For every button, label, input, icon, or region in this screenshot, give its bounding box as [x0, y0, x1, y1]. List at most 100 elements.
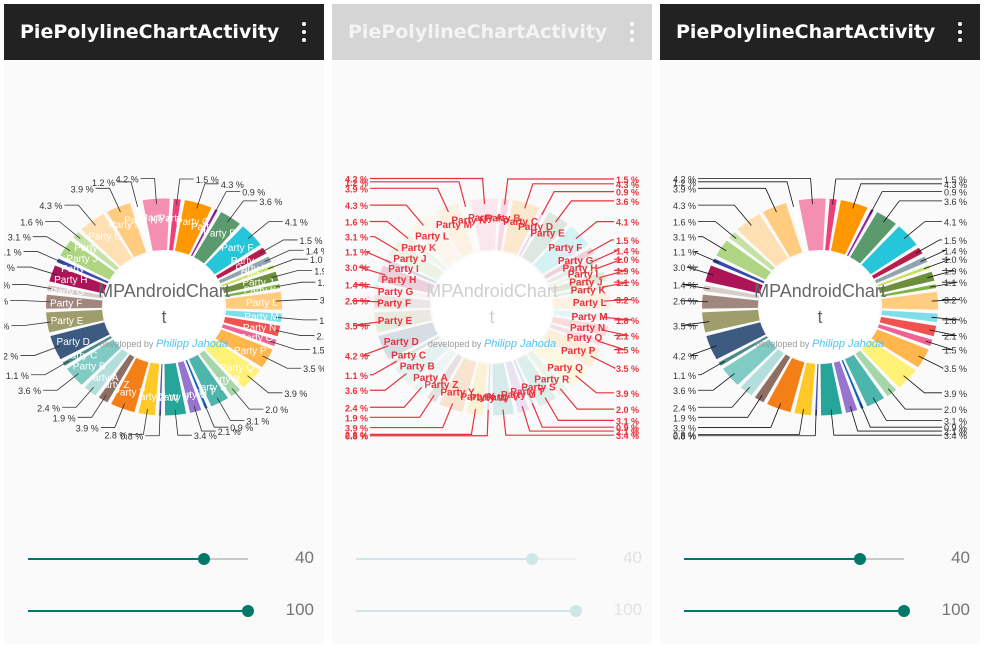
pie-slice[interactable] [527, 350, 569, 397]
pie-slice[interactable] [877, 324, 933, 346]
pie-slice[interactable] [466, 362, 488, 416]
pie-slice[interactable] [533, 340, 588, 388]
pie-slice[interactable] [81, 213, 133, 267]
pie-slice[interactable] [844, 354, 885, 407]
pie-slice[interactable] [412, 349, 456, 396]
pie-slice[interactable] [194, 212, 240, 264]
pie-slice[interactable] [46, 309, 104, 333]
pie-slice[interactable] [98, 354, 135, 403]
pie-slice[interactable] [553, 310, 610, 323]
pie-slice[interactable] [374, 309, 432, 333]
pie-slice[interactable] [159, 363, 163, 416]
pie-slice[interactable] [188, 354, 229, 407]
pie-slice[interactable] [84, 349, 128, 396]
slider-x[interactable] [684, 544, 904, 574]
pie-slice[interactable] [378, 322, 438, 360]
pie-slice[interactable] [390, 336, 440, 366]
pie-slice[interactable] [789, 200, 807, 252]
pie-slice[interactable] [706, 322, 766, 360]
pie-slice[interactable] [169, 198, 181, 251]
pie-slice[interactable] [223, 316, 281, 337]
pie-slice[interactable] [49, 265, 107, 294]
pie-slice[interactable] [395, 339, 449, 385]
pie-slice[interactable] [846, 209, 874, 257]
pie-slice[interactable] [439, 357, 477, 413]
pie-slice[interactable] [703, 285, 760, 299]
pie-chart[interactable]: 4.2 % 1.5 %4.3 %0.9 %3.6 %4.1 %1.5 %1.4 %… [660, 60, 980, 530]
pie-slice[interactable] [830, 200, 868, 255]
pie-slice[interactable] [546, 256, 600, 284]
pie-slice[interactable] [881, 291, 938, 310]
pie-slice[interactable] [199, 350, 241, 397]
pie-slice[interactable] [880, 284, 937, 297]
slider-y-thumb[interactable] [898, 605, 910, 617]
pie-slice[interactable] [434, 203, 475, 258]
pie-slice[interactable] [815, 363, 819, 416]
slider-x-thumb[interactable] [526, 553, 538, 565]
pie-slice[interactable] [820, 363, 843, 416]
pie-slice[interactable] [222, 271, 279, 294]
pie-slice[interactable] [426, 354, 463, 403]
pie-slice[interactable] [133, 200, 151, 252]
slider-y[interactable] [28, 596, 254, 626]
pie-slice[interactable] [737, 213, 789, 267]
pie-slice[interactable] [221, 324, 277, 346]
pie-slice[interactable] [384, 258, 437, 284]
pie-slice[interactable] [461, 200, 479, 252]
pie-slice[interactable] [543, 247, 595, 279]
pie-slice[interactable] [56, 258, 109, 284]
pie-slice[interactable] [374, 294, 431, 309]
pie-slice[interactable] [375, 285, 432, 299]
pie-slice[interactable] [47, 285, 104, 299]
pie-slice[interactable] [718, 336, 768, 366]
pie-slice[interactable] [879, 316, 937, 337]
pie-slice[interactable] [73, 232, 120, 271]
slider-y[interactable] [356, 596, 582, 626]
pie-slice[interactable] [833, 361, 858, 413]
pie-slice[interactable] [705, 265, 763, 294]
pie-slice[interactable] [702, 294, 759, 309]
pie-slice[interactable] [850, 212, 896, 264]
pie-slice[interactable] [543, 329, 601, 368]
pie-slice[interactable] [871, 329, 929, 368]
pie-slice[interactable] [388, 240, 443, 280]
pie-slice[interactable] [492, 363, 515, 416]
pie-slice[interactable] [712, 258, 765, 284]
pie-slice[interactable] [794, 362, 816, 416]
pie-slice[interactable] [877, 265, 931, 287]
pie-slice[interactable] [470, 198, 498, 251]
pie-slice[interactable] [225, 310, 282, 323]
pie-slice[interactable] [518, 209, 546, 257]
slider-y-thumb[interactable] [242, 605, 254, 617]
pie-slice[interactable] [497, 198, 509, 251]
pie-slice[interactable] [111, 357, 149, 413]
pie-slice[interactable] [861, 226, 917, 275]
pie-slice[interactable] [409, 213, 461, 267]
pie-slice[interactable] [190, 209, 218, 257]
pie-slice[interactable] [825, 198, 837, 251]
pie-slice[interactable] [185, 360, 208, 409]
pie-slice[interactable] [67, 339, 121, 385]
pie-slice[interactable] [723, 339, 777, 385]
pie-slice[interactable] [205, 226, 261, 275]
pie-slice[interactable] [878, 271, 935, 294]
overflow-menu-icon[interactable] [622, 20, 642, 44]
pie-slice[interactable] [871, 247, 923, 279]
pie-slice[interactable] [881, 310, 938, 323]
pie-slice[interactable] [550, 271, 607, 294]
slider-y[interactable] [684, 596, 910, 626]
pie-slice[interactable] [221, 265, 275, 287]
slider-x-thumb[interactable] [854, 553, 866, 565]
pie-slice[interactable] [516, 354, 557, 407]
pie-slice[interactable] [855, 350, 897, 397]
pie-slice[interactable] [174, 200, 212, 255]
pie-slice[interactable] [487, 363, 491, 416]
pie-chart[interactable]: 4.2 % Party A 1.5 % Party B 4.3 % Party C 0.9 … [332, 60, 652, 530]
pie-slice[interactable] [522, 212, 568, 264]
pie-slice[interactable] [702, 309, 760, 333]
pie-slice[interactable] [740, 349, 784, 396]
pie-slice[interactable] [60, 240, 115, 280]
pie-slice[interactable] [142, 198, 170, 251]
pie-slice[interactable] [224, 284, 281, 297]
pie-slice[interactable] [218, 256, 272, 284]
